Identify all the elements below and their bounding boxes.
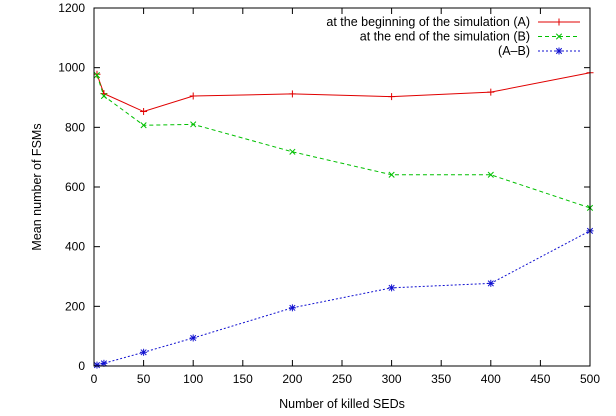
x-tick-label: 100 [183, 372, 203, 386]
x-axis-title: Number of killed SEDs [279, 397, 405, 411]
data-point-series-3 [189, 334, 197, 342]
data-point-series-3 [388, 284, 396, 292]
y-tick-label: 200 [65, 299, 85, 313]
data-point-series-1 [288, 90, 296, 98]
legend-marker-1 [555, 18, 563, 26]
y-tick-label: 600 [65, 180, 85, 194]
data-point-series-2 [487, 171, 494, 178]
legend: at the beginning of the simulation (A)at… [326, 15, 580, 58]
data-point-series-2 [93, 72, 101, 79]
series-line-2 [96, 74, 591, 209]
data-point-series-1 [189, 92, 197, 100]
x-tick-label: 500 [580, 372, 600, 386]
legend-marker-3 [555, 47, 563, 55]
plot-series [93, 69, 594, 369]
data-point-series-1 [140, 108, 148, 116]
data-point-series-1 [487, 88, 495, 96]
data-point-series-2 [140, 122, 147, 129]
y-tick-label: 1200 [58, 1, 85, 15]
x-tick-label: 50 [137, 372, 151, 386]
y-tick-label: 0 [78, 359, 85, 373]
x-tick-label: 250 [332, 372, 352, 386]
data-point-series-3 [487, 279, 495, 287]
y-axis-title: Mean number of FSMs [30, 123, 44, 250]
y-tick-label: 400 [65, 240, 85, 254]
x-tick-label: 0 [91, 372, 98, 386]
legend-label-3: (A–B) [498, 44, 530, 58]
series-line-1 [96, 72, 591, 113]
y-tick-label: 800 [65, 120, 85, 134]
series-line-3 [96, 230, 591, 366]
x-tick-label: 450 [530, 372, 550, 386]
legend-label-2: at the end of the simulation (B) [360, 30, 530, 44]
data-point-series-1 [388, 93, 396, 101]
data-point-series-3 [140, 348, 148, 356]
data-point-series-3 [288, 304, 296, 312]
legend-label-1: at the beginning of the simulation (A) [326, 15, 530, 29]
data-point-series-2 [289, 148, 296, 155]
x-tick-label: 350 [431, 372, 451, 386]
x-tick-label: 400 [481, 372, 501, 386]
legend-marker-2 [555, 33, 563, 40]
x-tick-label: 200 [282, 372, 302, 386]
data-point-series-3 [93, 361, 101, 369]
x-tick-label: 150 [233, 372, 253, 386]
data-point-series-2 [388, 171, 395, 178]
y-tick-label: 1000 [58, 61, 85, 75]
x-tick-label: 300 [382, 372, 402, 386]
plot-frame [93, 7, 591, 367]
data-point-series-2 [100, 92, 108, 100]
axis-ticks: 0 50 100 150 200 250 300 350 400 450 500 0 200 400 600… [58, 1, 600, 386]
data-point-series-2 [190, 121, 197, 128]
